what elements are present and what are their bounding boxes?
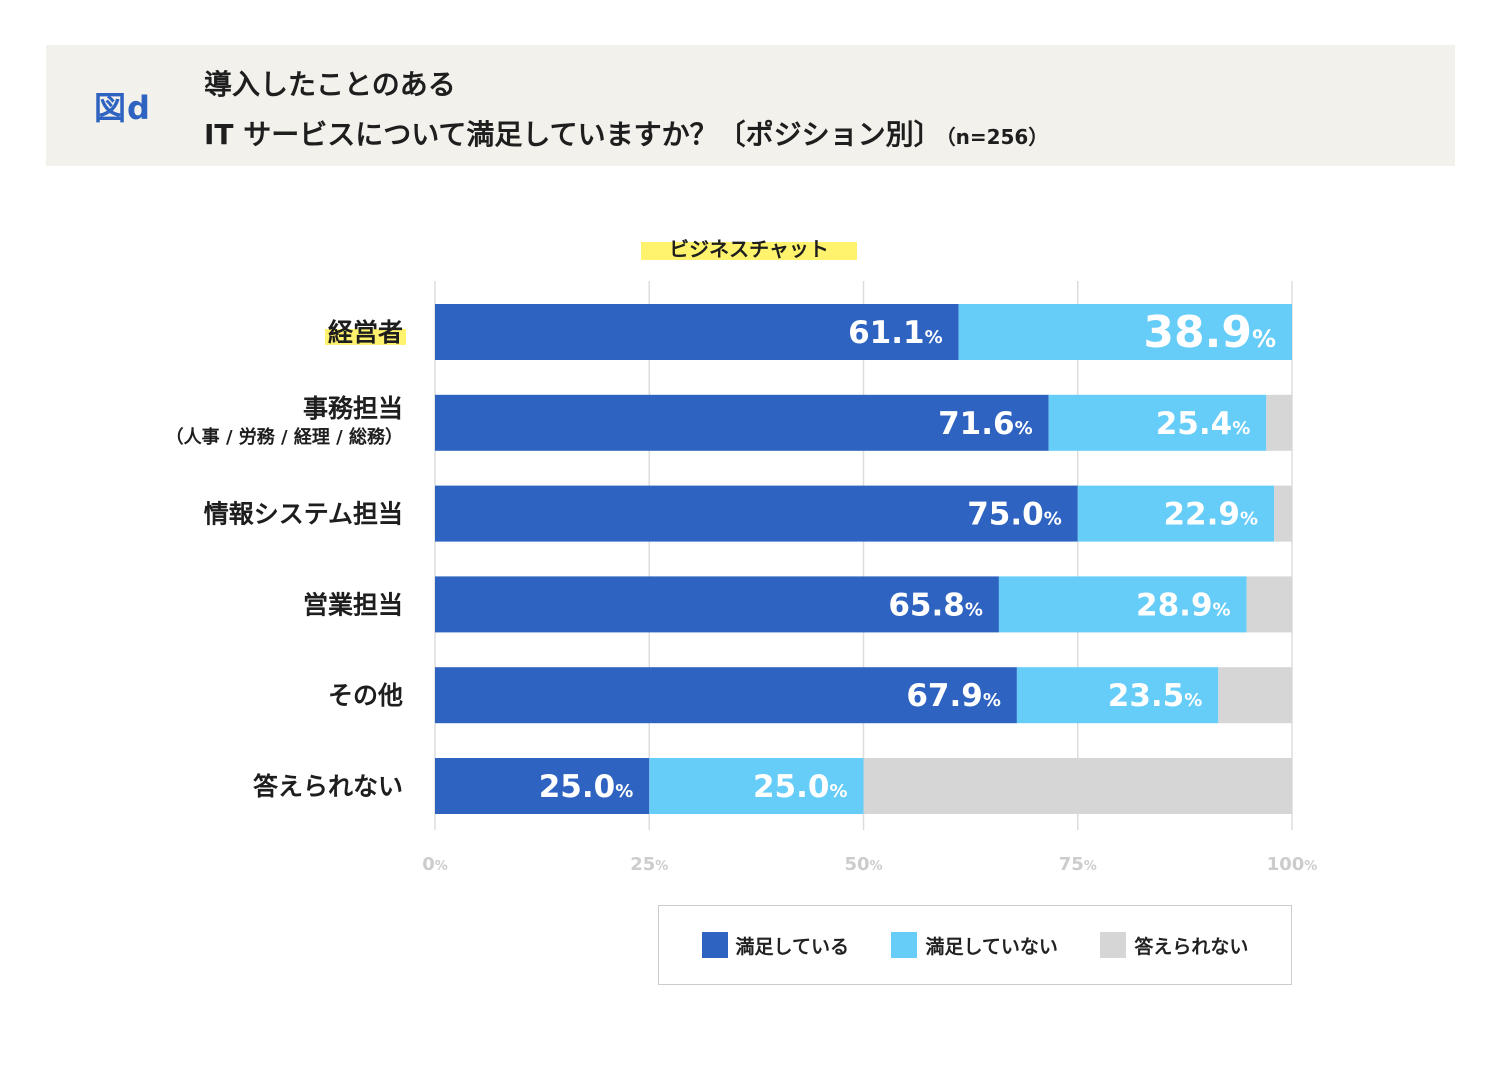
legend-swatch-unsatisfied [891, 932, 918, 958]
x-tick-label-0: 0% [422, 854, 448, 875]
category-label-4: その他 [328, 681, 403, 710]
data-label-unsatisfied-5: 25.0% [753, 769, 848, 805]
x-tick-label-25: 25% [630, 854, 668, 875]
bar-satisfied-4 [435, 667, 1017, 724]
data-label-unsatisfied-4: 23.5% [1108, 678, 1203, 714]
legend-label-unsatisfied: 満足していない [925, 935, 1058, 958]
data-label-unsatisfied-0: 38.9% [1143, 307, 1276, 358]
figure-label: 図d [94, 89, 151, 127]
x-tick-label-100: 100% [1267, 854, 1318, 875]
legend-item-unsatisfied: 満足していない [891, 932, 1058, 959]
bar-no-answer-5 [863, 758, 1292, 814]
bar-satisfied-5 [435, 758, 650, 814]
category-label-1: 事務担当 [303, 394, 403, 423]
legend-item-satisfied: 満足している [701, 932, 849, 959]
data-label-satisfied-1: 71.6% [938, 406, 1033, 442]
category-label-0: 経営者 [328, 318, 403, 347]
bar-unsatisfied-5 [649, 758, 864, 814]
data-label-satisfied-5: 25.0% [539, 769, 634, 805]
category-label-2: 情報システム担当 [204, 500, 403, 529]
bar-satisfied-3 [435, 576, 999, 633]
bar-unsatisfied-0 [958, 304, 1292, 360]
data-label-satisfied-4: 67.9% [906, 678, 1001, 714]
data-label-unsatisfied-2: 22.9% [1163, 497, 1258, 533]
data-label-unsatisfied-3: 28.9% [1136, 587, 1231, 623]
category-sublabel-1: （人事 / 労務 / 経理 / 総務） [166, 426, 403, 448]
page-title-text: IT サービスについて満足していますか？〔ポジション別〕 [204, 118, 942, 151]
bar-unsatisfied-4 [1016, 667, 1219, 724]
bar-no-answer-4 [1218, 667, 1292, 724]
bar-satisfied-0 [435, 304, 959, 360]
bar-satisfied-1 [435, 394, 1049, 451]
x-tick-label-75: 75% [1059, 854, 1097, 875]
legend-label-satisfied: 満足している [735, 935, 849, 958]
legend-swatch-no-answer [1100, 932, 1127, 958]
header-banner: 図d 導入したことのある IT サービスについて満足していますか？〔ポジション別… [46, 45, 1455, 166]
x-tick-label-50: 50% [844, 854, 882, 875]
chart-subtitle: ビジネスチャット [641, 230, 857, 264]
data-label-satisfied-2: 75.0% [967, 497, 1062, 533]
data-label-unsatisfied-1: 25.4% [1156, 406, 1251, 442]
bar-no-answer-3 [1246, 576, 1292, 633]
category-label-3: 営業担当 [303, 590, 403, 619]
bar-unsatisfied-3 [998, 576, 1247, 633]
page-title-line2: IT サービスについて満足していますか？〔ポジション別〕 （n=256） [204, 113, 1048, 153]
bar-no-answer-2 [1274, 485, 1292, 542]
category-label-5: 答えられない [253, 772, 403, 801]
data-label-satisfied-0: 61.1% [848, 315, 943, 351]
sample-size: （n=256） [945, 125, 1049, 149]
page-title-line1: 導入したことのある [204, 68, 456, 101]
bar-satisfied-2 [435, 485, 1078, 542]
category-highlight-0 [324, 329, 406, 345]
legend: 満足している 満足していない 答えられない [658, 905, 1292, 985]
legend-item-no-answer: 答えられない [1100, 932, 1248, 959]
bar-unsatisfied-1 [1048, 394, 1267, 451]
data-label-satisfied-3: 65.8% [888, 587, 983, 623]
bar-no-answer-1 [1266, 394, 1292, 451]
legend-swatch-satisfied [701, 932, 728, 958]
bar-unsatisfied-2 [1077, 485, 1275, 542]
legend-label-no-answer: 答えられない [1134, 935, 1249, 958]
